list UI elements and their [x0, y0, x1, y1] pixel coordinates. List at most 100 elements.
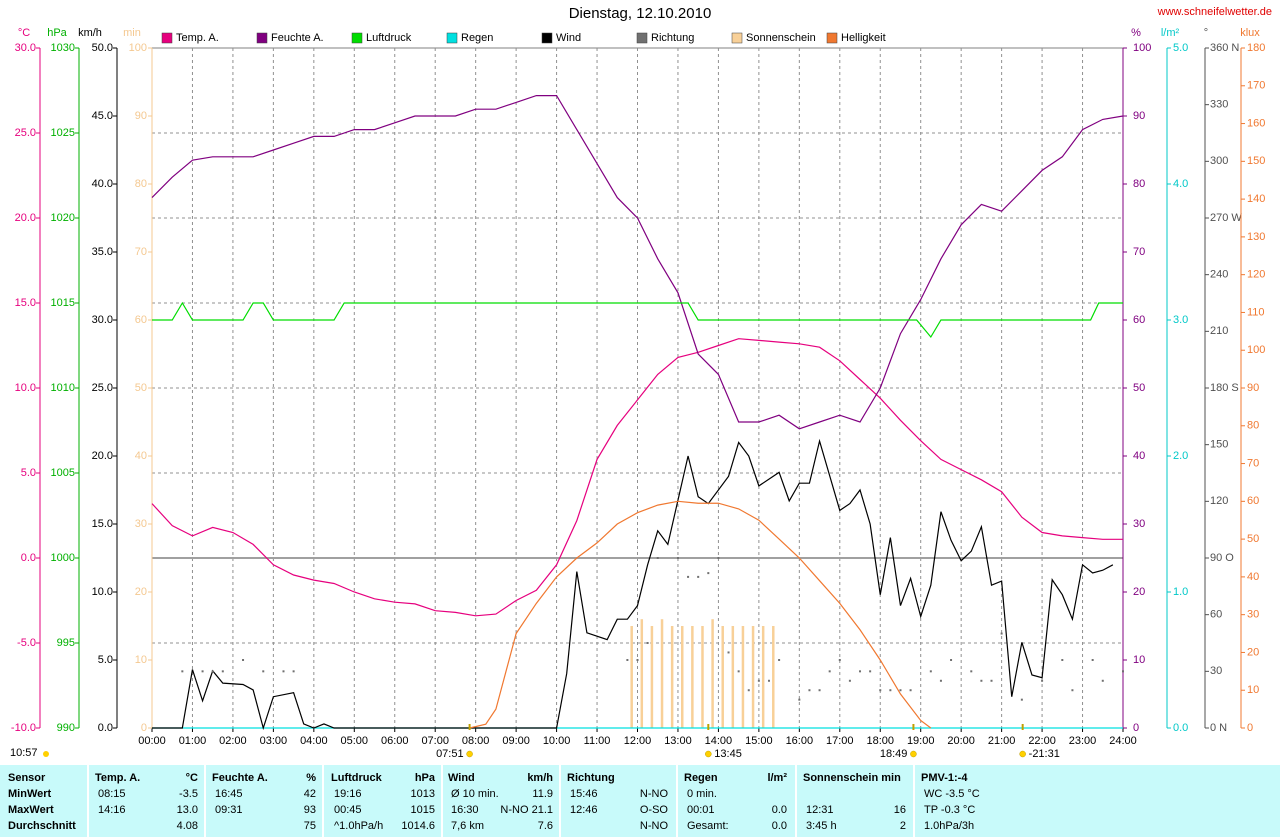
row-label: MaxWert [8, 804, 54, 816]
x-tick-label: 10:00 [543, 735, 571, 747]
chart-title: Dienstag, 12.10.2010 [569, 5, 712, 22]
y-tick-label: 70 [1133, 246, 1145, 258]
x-tick-label: 21:00 [988, 735, 1016, 747]
table-cell: 7,6 km [451, 820, 484, 832]
legend-label: Wind [556, 32, 581, 44]
axis-unit: km/h [78, 27, 102, 39]
sun-icon [910, 750, 917, 758]
table-cell: 93 [304, 804, 316, 816]
legend-swatch [256, 32, 268, 44]
table-cell: 0 min. [687, 788, 717, 800]
column-header: Sonnenschein min [803, 772, 901, 784]
y-tick-label: 1.0 [1173, 586, 1188, 598]
y-tick-label: 20 [1247, 646, 1259, 658]
y-tick-label: 2.0 [1173, 450, 1188, 462]
table-cell: 1014.6 [401, 820, 435, 832]
x-tick-label: 22:00 [1028, 735, 1056, 747]
direction-point [1091, 659, 1094, 661]
y-tick-label: 80 [135, 178, 147, 190]
column-unit: km/h [527, 772, 553, 784]
direction-point [889, 689, 892, 692]
direction-point [970, 670, 973, 673]
direction-point [909, 689, 912, 692]
y-tick-label: 10 [135, 654, 147, 666]
y-tick-label: -5.0 [17, 637, 36, 649]
direction-point [747, 689, 750, 692]
table-cell: 00:45 [334, 804, 362, 816]
y-tick-label: 0.0 [21, 552, 36, 564]
direction-point [201, 670, 204, 673]
direction-point [879, 689, 882, 692]
annotation-label: 18:49 [880, 748, 908, 760]
direction-point [1041, 679, 1044, 682]
sunshine-bar [731, 626, 735, 728]
x-tick-label: 18:00 [866, 735, 894, 747]
y-tick-label: 80 [1247, 420, 1259, 432]
sunshine-bar [711, 619, 714, 728]
y-tick-label: 100 [1133, 42, 1151, 54]
column-header: Temp. A. [95, 772, 140, 784]
legend-swatch [826, 32, 838, 44]
x-tick-label: 24:00 [1109, 735, 1137, 747]
direction-point [869, 670, 872, 673]
sun-icon [705, 750, 712, 758]
sunshine-bar [751, 626, 755, 728]
table-cell: 75 [304, 820, 316, 832]
y-tick-label: 30 [1133, 518, 1145, 530]
direction-point [1061, 659, 1064, 661]
series-line [152, 438, 1114, 731]
y-tick-label: 995 [57, 637, 75, 649]
legend-label: Luftdruck [366, 32, 412, 44]
sunshine-bar [681, 626, 684, 728]
direction-point [1122, 670, 1124, 673]
direction-point [211, 670, 214, 673]
y-tick-label: 1025 [51, 127, 75, 139]
y-tick-label: 120 [1210, 495, 1228, 507]
y-tick-label: 1030 [51, 42, 75, 54]
direction-point [767, 679, 770, 682]
y-tick-label: 10 [1247, 684, 1259, 696]
x-tick-label: 09:00 [502, 735, 530, 747]
x-tick-label: 04:00 [300, 735, 328, 747]
y-tick-label: 15.0 [15, 297, 36, 309]
y-tick-label: 1015 [51, 297, 75, 309]
direction-point [778, 659, 781, 661]
column-unit: % [306, 772, 316, 784]
y-tick-label: 210 [1210, 325, 1228, 337]
y-tick-label: 1010 [51, 382, 75, 394]
table-cell: 4.08 [177, 820, 198, 832]
sunshine-bar [640, 619, 644, 728]
legend-label: Temp. A. [176, 32, 219, 44]
legend-swatch [541, 32, 553, 44]
table-cell: 08:15 [98, 788, 126, 800]
table-cell: 13.0 [177, 804, 198, 816]
direction-point [818, 689, 821, 692]
y-tick-label: 360 N [1210, 42, 1239, 54]
direction-point [1000, 632, 1003, 635]
x-tick-label: 06:00 [381, 735, 409, 747]
table-cell: 15:46 [570, 788, 598, 800]
direction-point [636, 659, 639, 661]
table-cell: O-SO [640, 804, 669, 816]
y-tick-label: 300 [1210, 155, 1228, 167]
y-tick-label: 180 [1247, 42, 1265, 54]
direction-point [1020, 698, 1023, 701]
y-tick-label: 180 S [1210, 382, 1239, 394]
axis-unit: l/m² [1161, 27, 1180, 39]
y-tick-label: 0 [1133, 722, 1139, 734]
y-tick-label: 1000 [51, 552, 75, 564]
y-tick-label: 30 [1247, 609, 1259, 621]
legend-label: Regen [461, 32, 493, 44]
row-label: MinWert [8, 788, 52, 800]
y-tick-label: 25.0 [15, 127, 36, 139]
direction-point [656, 557, 659, 559]
sunshine-bar [772, 626, 775, 728]
table-cell: 2 [900, 820, 906, 832]
direction-point [848, 679, 851, 682]
y-tick-label: 40 [135, 450, 147, 462]
y-tick-label: 40 [1133, 450, 1145, 462]
direction-point [646, 642, 649, 644]
y-tick-label: 270 W [1210, 212, 1242, 224]
y-tick-label: 60 [135, 314, 147, 326]
x-tick-label: 07:00 [421, 735, 449, 747]
